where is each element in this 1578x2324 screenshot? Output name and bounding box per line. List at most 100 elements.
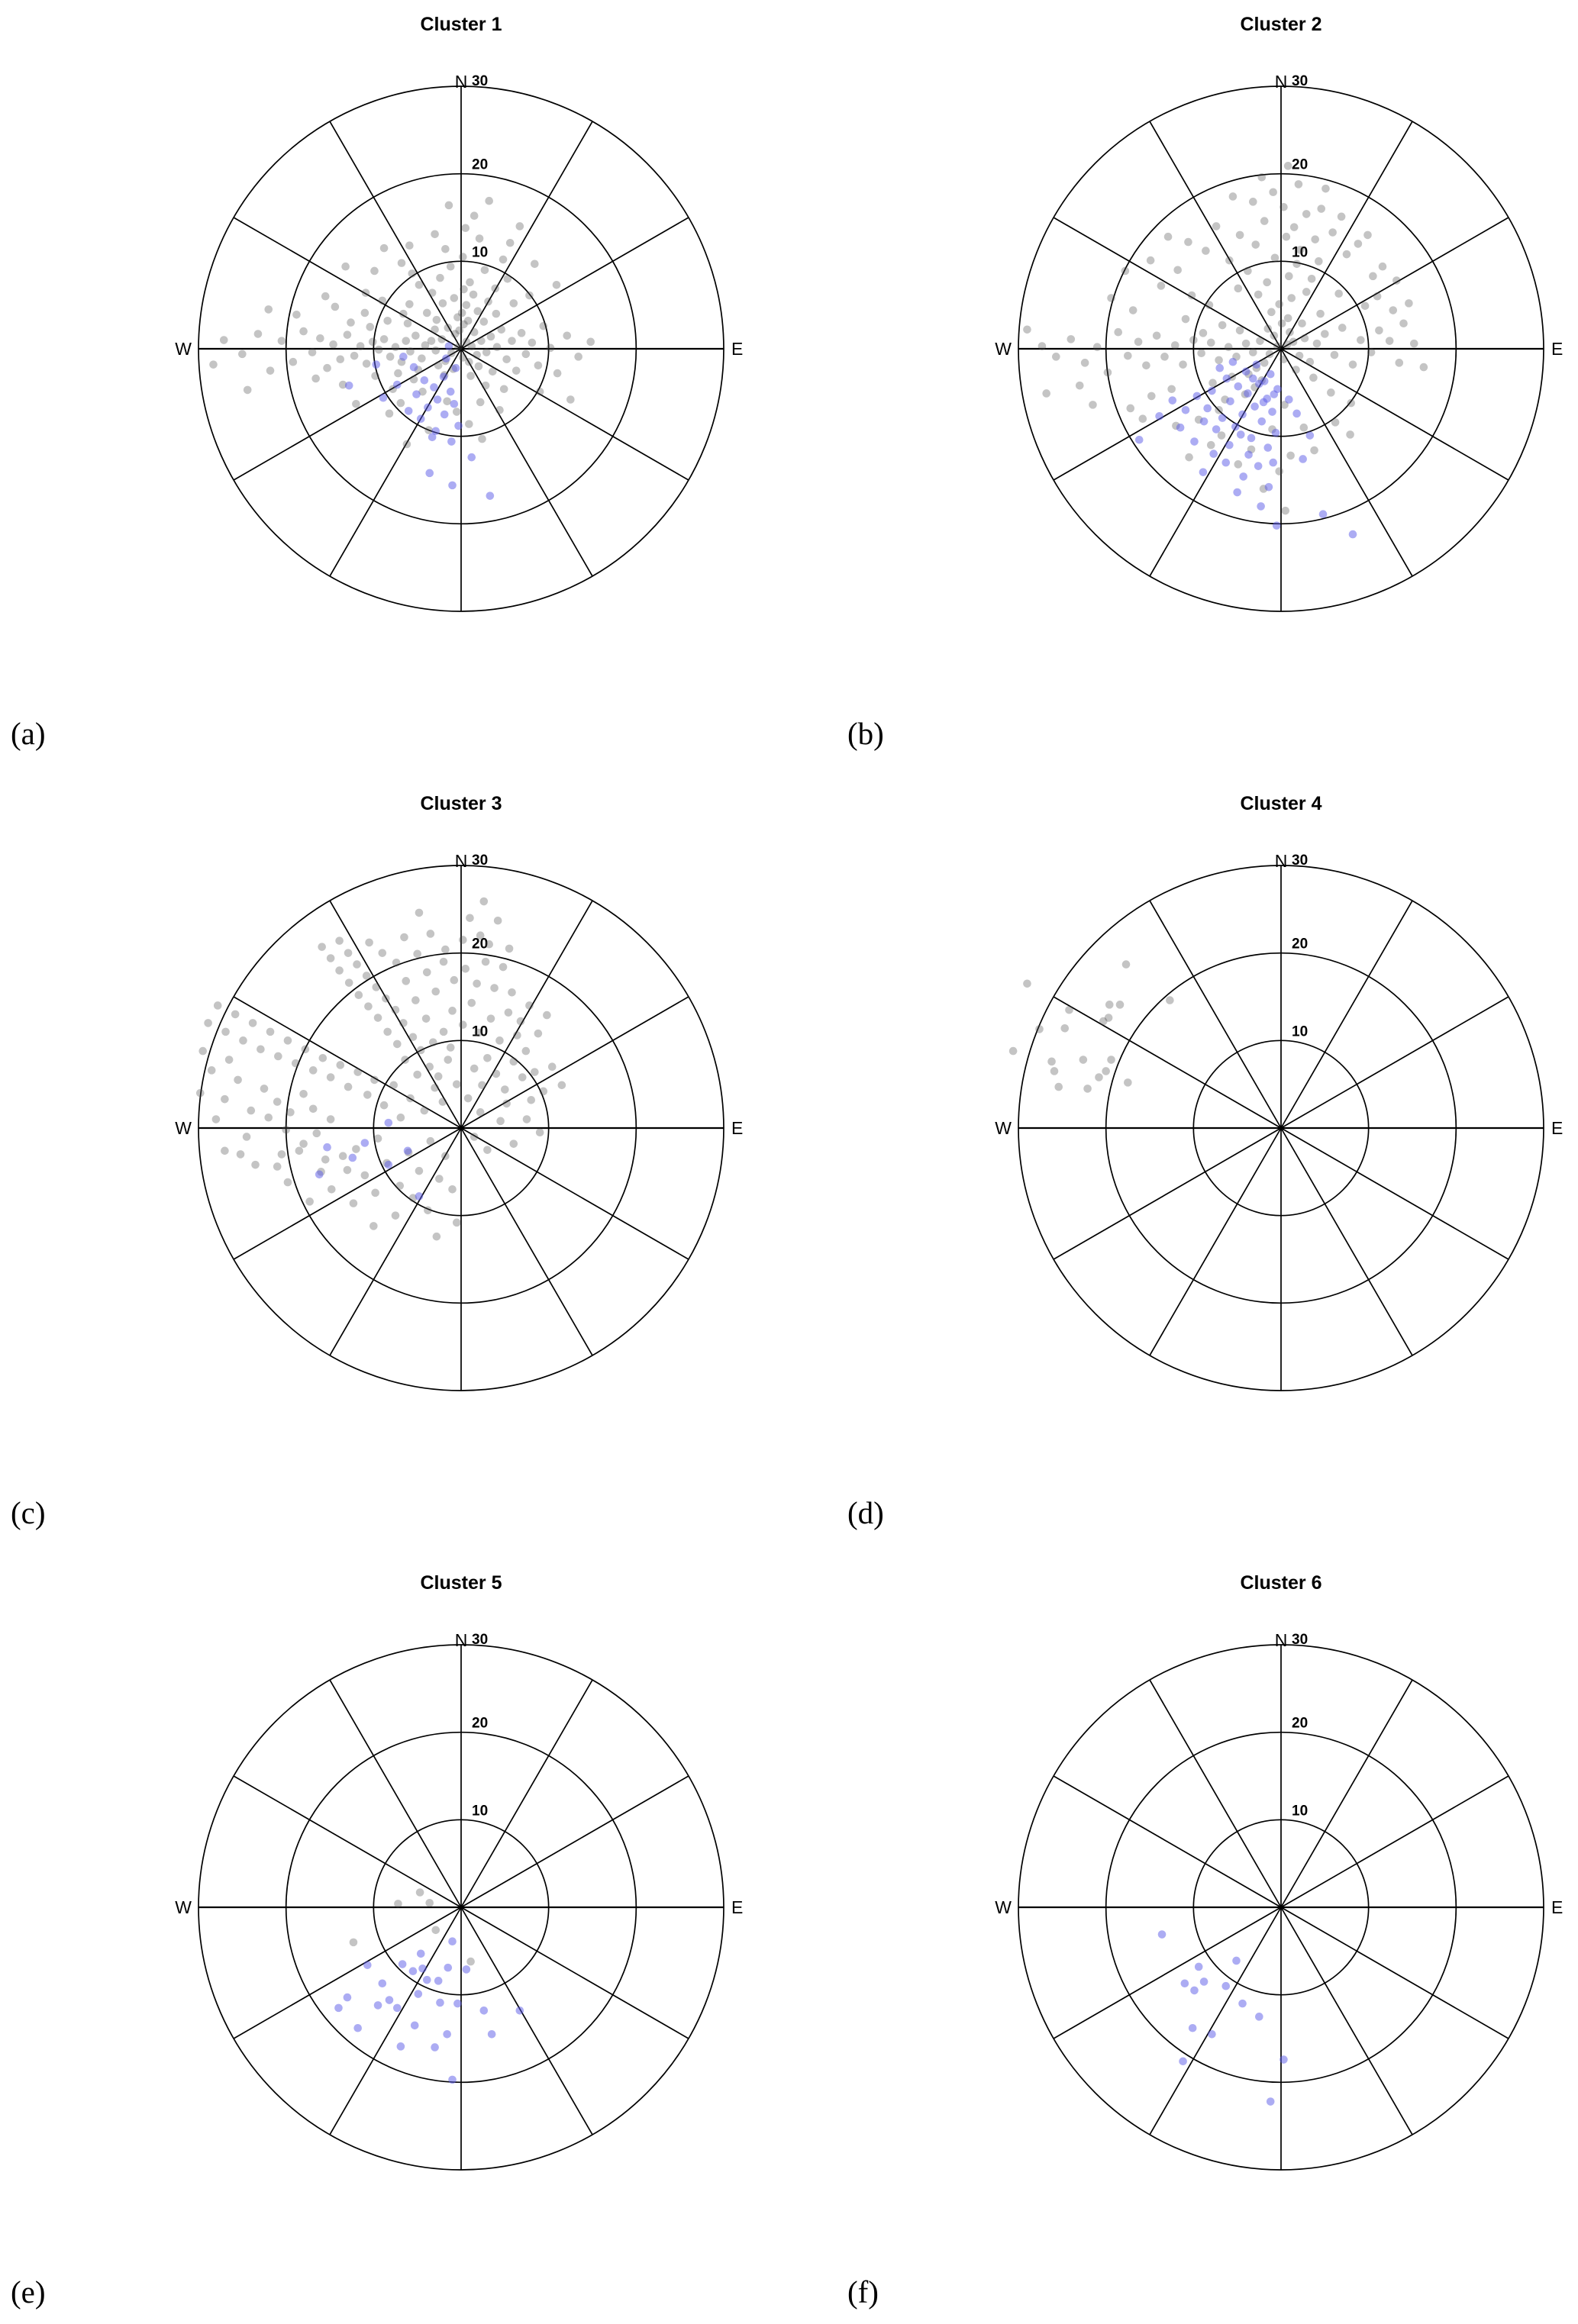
data-point-gray [491,284,500,293]
data-point-gray [450,975,459,985]
data-point-gray [501,1085,509,1094]
grid-spoke-30 [1280,1679,1413,1908]
grid-spoke-240 [1053,1907,1282,2039]
data-point-gray [1083,1085,1092,1093]
grid-spoke-30 [460,1679,593,1908]
data-point-gray [428,288,437,297]
data-point-gray [292,310,301,319]
data-point-gray [1260,217,1269,225]
data-point-gray [277,1150,286,1159]
data-point-gray [476,1108,485,1117]
data-point-blue [408,1967,418,1976]
panel-label: (c) [11,1495,46,1530]
data-point-gray [1179,360,1187,369]
blue-point-series [315,1118,424,1201]
data-point-gray [469,290,478,299]
data-point-gray [1163,232,1173,241]
data-point-gray [366,323,375,331]
data-point-gray [431,1083,439,1092]
data-point-gray [1305,357,1315,366]
blue-point-series [344,342,495,500]
data-point-gray [1389,306,1398,314]
data-point-gray [431,1926,440,1935]
data-point-gray [463,1094,473,1103]
data-point-gray [370,266,379,276]
data-point-gray [473,350,481,359]
data-point-gray [1142,361,1150,370]
data-point-gray [434,361,443,370]
polar-plot-cluster-3: Cluster 3 (c) N W E 10 20 30 [11,793,743,1530]
data-point-blue [1199,417,1209,426]
data-point-gray [341,262,350,271]
data-point-gray [1124,351,1132,360]
data-point-gray [1331,418,1340,427]
data-point-gray [408,1194,418,1203]
data-point-blue [1260,377,1269,385]
data-point-gray [1212,222,1221,230]
data-point-gray [1146,256,1155,265]
data-point-gray [476,398,485,407]
data-point-gray [1311,235,1320,243]
data-point-gray [574,353,582,361]
data-point-gray [409,375,418,384]
data-point-gray [1147,392,1156,401]
data-point-blue [450,399,459,408]
data-point-blue [440,410,449,419]
data-point-gray [462,337,471,347]
ring-label-30: 30 [1292,1632,1308,1648]
data-point-blue [444,342,453,350]
data-point-gray [1060,1023,1070,1033]
data-point-gray [1189,336,1198,344]
data-point-gray [1286,327,1294,337]
data-point-blue [1348,530,1357,539]
data-point-gray [311,374,320,383]
data-point-gray [374,345,383,354]
data-point-gray [401,1056,409,1064]
grid-spoke-330 [1149,900,1282,1129]
data-point-gray [1107,294,1115,302]
data-point-gray [408,269,417,278]
data-point-gray [1047,1057,1056,1066]
ring-label-10: 10 [472,1803,488,1819]
data-point-blue [416,414,425,424]
grid-spoke-120 [1280,348,1509,481]
data-point-gray [1054,1082,1063,1091]
data-point-gray [493,916,502,925]
grid-spoke-300 [1053,1775,1282,1908]
grid-spoke-150 [1280,1127,1413,1356]
data-point-gray [495,1036,504,1045]
data-point-blue [1190,437,1199,446]
data-point-gray [1275,300,1284,308]
data-point-gray [349,1938,358,1947]
data-point-gray [1205,301,1214,309]
data-point-gray [426,1136,435,1146]
data-point-gray [509,1057,518,1066]
data-point-gray [1312,339,1321,348]
data-point-gray [1167,385,1176,394]
grid-spoke-120 [460,348,689,481]
data-point-gray [1286,451,1295,460]
data-point-gray [473,979,481,988]
data-point-blue [1232,1956,1241,1965]
data-point-gray [499,962,508,972]
data-point-gray [1309,373,1318,382]
data-point-gray [1209,379,1217,388]
data-point-blue [398,1960,407,1968]
compass-north-label: N [455,72,468,92]
data-point-gray [242,1133,251,1141]
data-point-blue [1181,405,1190,414]
panel-label: (d) [847,1495,884,1530]
ring-label-30: 30 [472,73,488,89]
data-point-gray [553,369,562,378]
data-point-gray [1023,325,1031,334]
compass-east-label: E [731,1897,743,1917]
data-point-gray [360,1171,369,1180]
data-point-gray [563,331,572,340]
data-point-gray [1224,343,1233,352]
data-point-blue [1221,458,1231,467]
data-point-gray [266,366,275,375]
data-point-gray [462,301,471,309]
data-point-gray [527,1096,536,1104]
data-point-blue [430,383,438,392]
compass-east-label: E [1551,1118,1563,1138]
